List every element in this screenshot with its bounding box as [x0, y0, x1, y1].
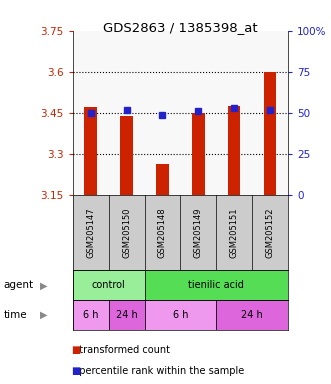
Text: GSM205149: GSM205149	[194, 208, 203, 258]
Text: percentile rank within the sample: percentile rank within the sample	[73, 366, 244, 376]
Bar	[120, 116, 133, 195]
Text: 24 h: 24 h	[241, 310, 263, 320]
Text: GSM205147: GSM205147	[86, 208, 95, 258]
Text: agent: agent	[3, 280, 33, 290]
Text: GSM205150: GSM205150	[122, 208, 131, 258]
Text: GSM205152: GSM205152	[265, 208, 274, 258]
Text: control: control	[92, 280, 125, 290]
Bar	[156, 164, 169, 195]
Text: transformed count: transformed count	[73, 345, 170, 355]
Bar	[264, 72, 276, 195]
Text: ■: ■	[71, 366, 80, 376]
Text: 24 h: 24 h	[116, 310, 137, 320]
Bar	[192, 113, 205, 195]
Text: ▶: ▶	[40, 310, 47, 320]
Bar	[145, 270, 288, 300]
Text: 6 h: 6 h	[83, 310, 99, 320]
Text: ■: ■	[71, 345, 80, 355]
Text: GSM205151: GSM205151	[230, 208, 239, 258]
Text: ▶: ▶	[40, 280, 47, 290]
Bar	[228, 106, 240, 195]
Text: 6 h: 6 h	[173, 310, 188, 320]
Text: time: time	[3, 310, 27, 320]
Bar	[145, 300, 216, 330]
Bar	[73, 270, 145, 300]
Text: GDS2863 / 1385398_at: GDS2863 / 1385398_at	[103, 21, 258, 34]
Text: GSM205148: GSM205148	[158, 208, 167, 258]
Bar	[73, 300, 109, 330]
Text: tienilic acid: tienilic acid	[188, 280, 244, 290]
Bar	[109, 300, 145, 330]
Bar	[84, 107, 97, 195]
Bar	[216, 300, 288, 330]
